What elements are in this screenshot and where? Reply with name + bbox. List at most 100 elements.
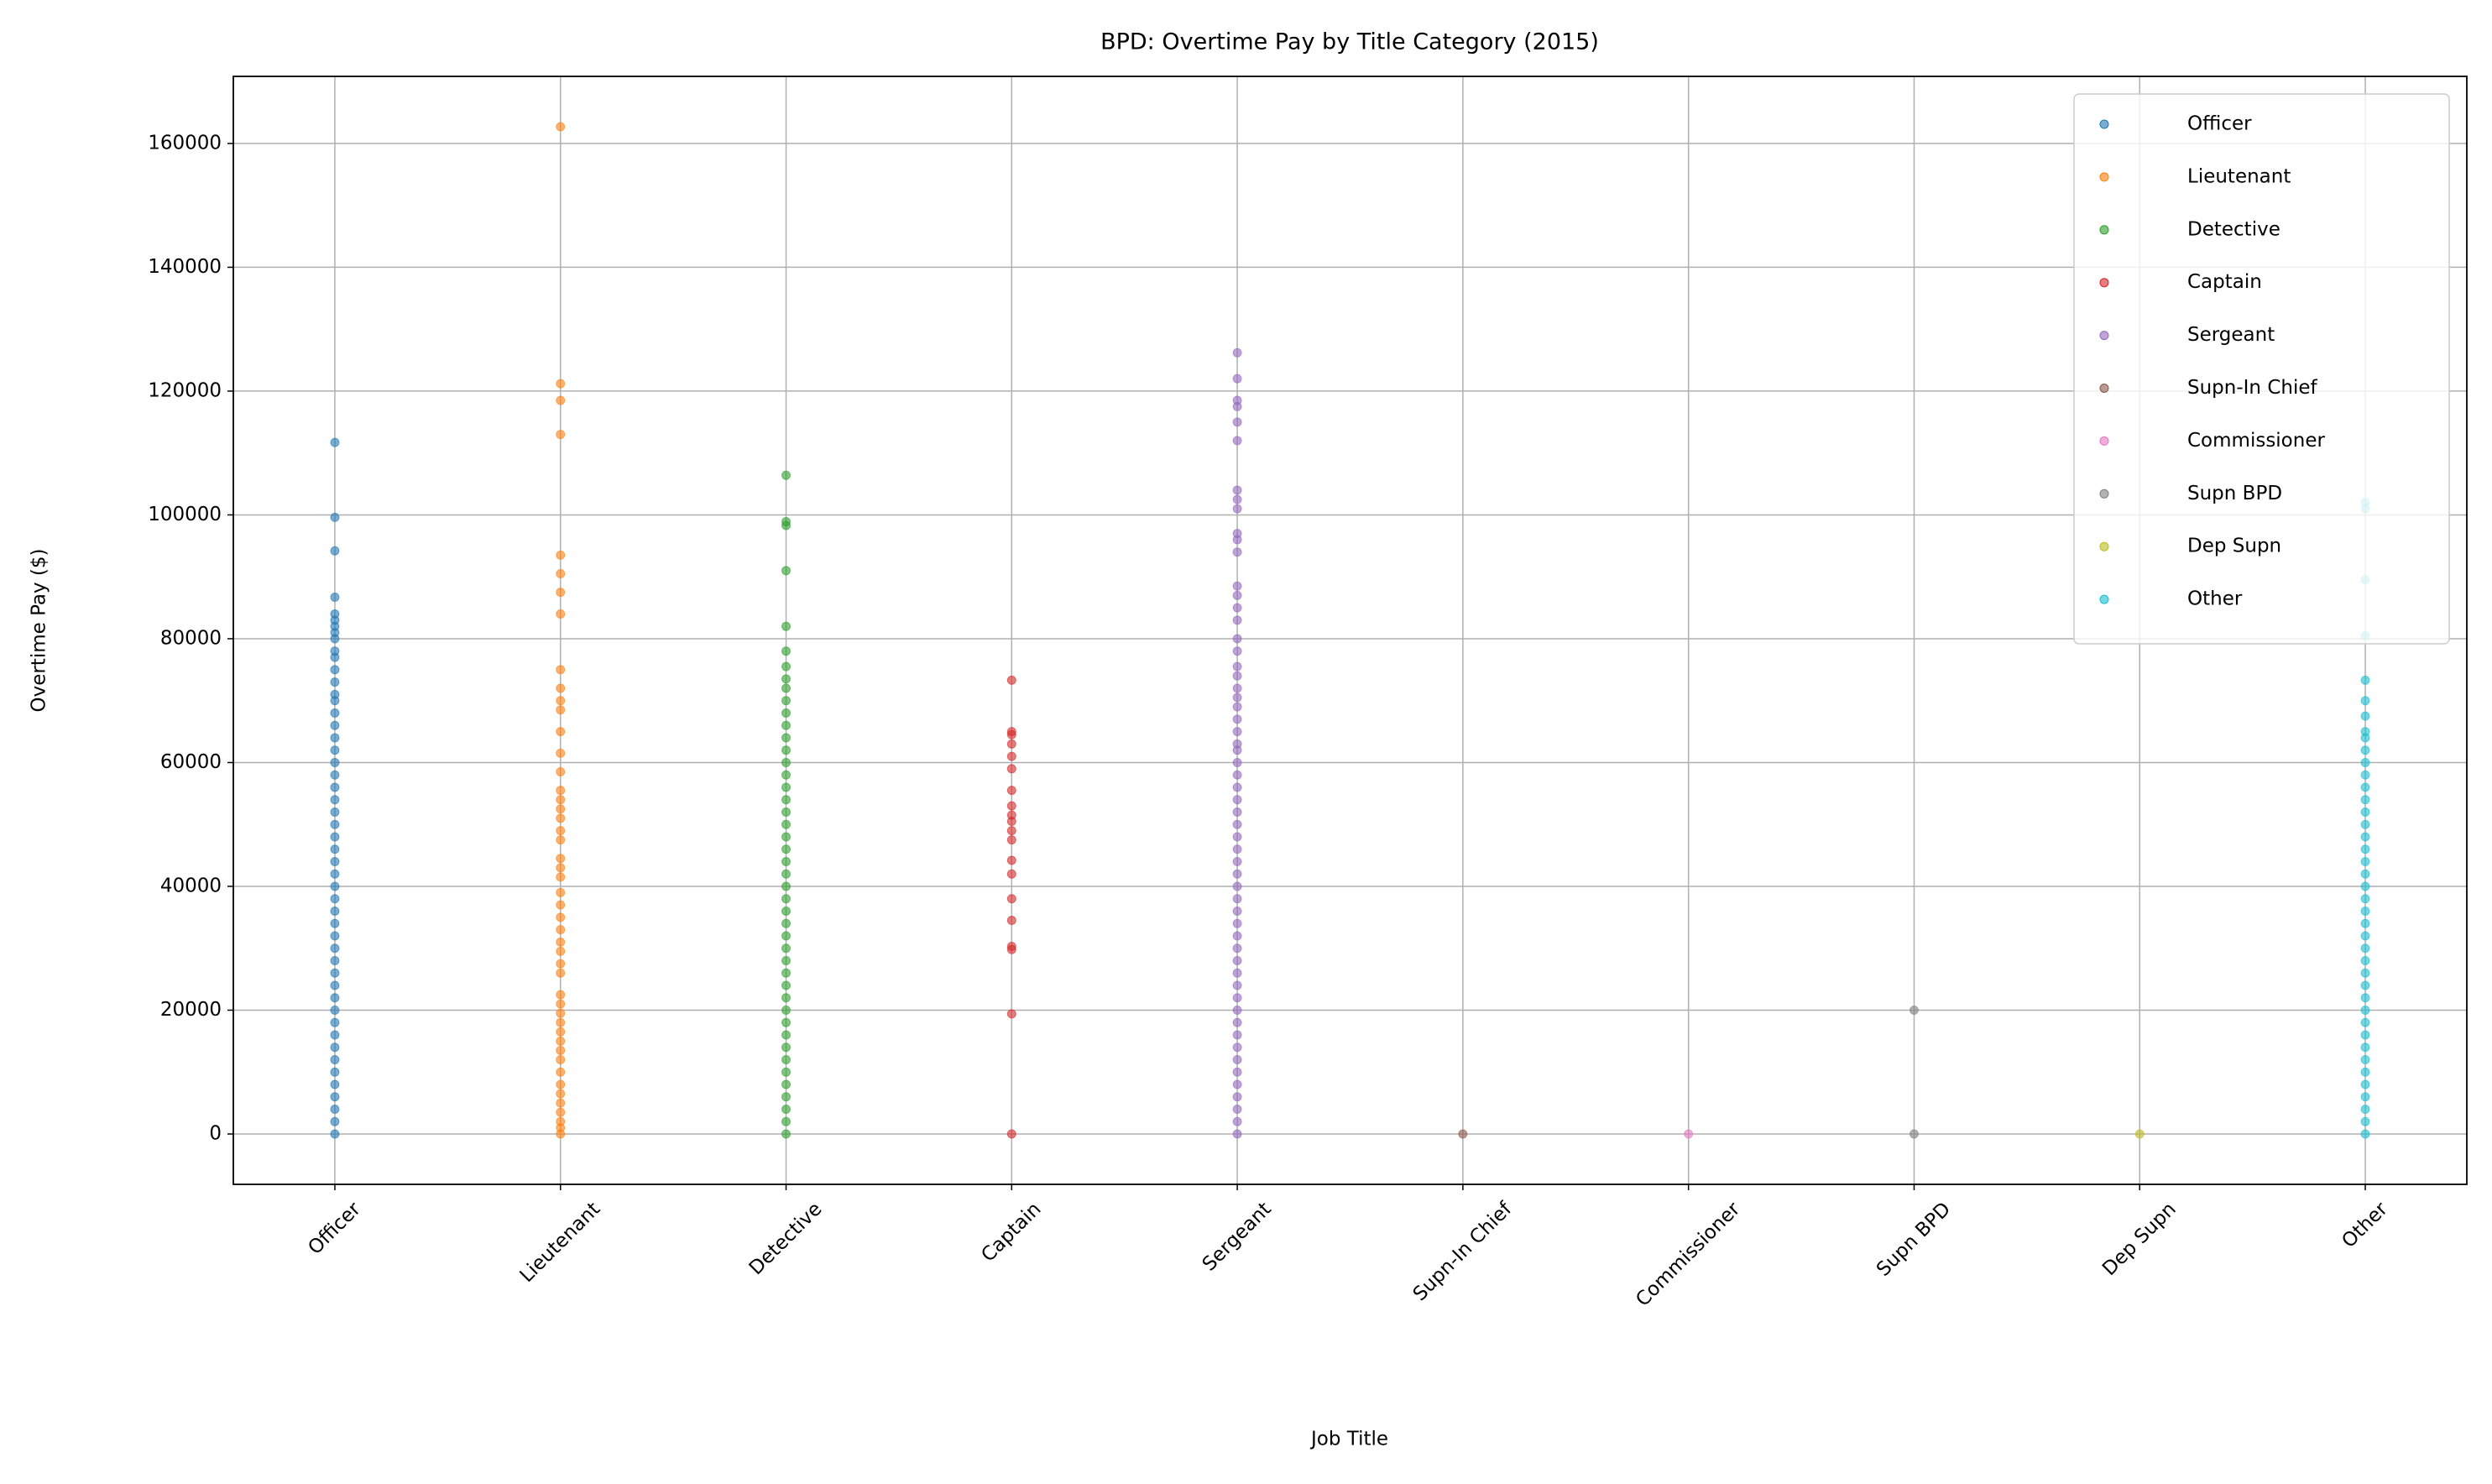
point (1006, 916, 1016, 926)
point (2360, 955, 2370, 965)
point (330, 844, 340, 854)
point (2360, 1042, 2370, 1053)
point (2360, 980, 2370, 990)
y-tick-label: 80000 (160, 627, 222, 649)
point (330, 770, 340, 780)
point (781, 1030, 791, 1040)
point (556, 1054, 566, 1064)
point (2360, 1129, 2370, 1139)
point (2360, 1067, 2370, 1077)
point (556, 804, 566, 814)
point (330, 437, 340, 447)
legend-marker (2099, 384, 2109, 393)
point (556, 959, 566, 969)
point (1232, 980, 1242, 990)
point (1006, 1129, 1016, 1139)
point (556, 1036, 566, 1046)
legend-marker (2099, 172, 2109, 182)
point (556, 854, 566, 864)
legend-marker (2099, 119, 2109, 129)
point (1232, 770, 1242, 780)
point (556, 1107, 566, 1117)
legend-marker (2099, 594, 2109, 604)
point (1006, 727, 1016, 737)
point (2360, 943, 2370, 954)
legend-marker (2099, 331, 2109, 341)
point (556, 609, 566, 619)
point (556, 683, 566, 693)
point (781, 968, 791, 978)
point (1232, 993, 1242, 1003)
point (556, 588, 566, 598)
point (2360, 894, 2370, 904)
point (781, 1067, 791, 1077)
point (2360, 1116, 2370, 1126)
point (2360, 856, 2370, 866)
point (781, 795, 791, 805)
legend-box (2073, 93, 2450, 645)
point (330, 931, 340, 941)
point (1232, 714, 1242, 724)
point (330, 708, 340, 718)
point (556, 550, 566, 560)
point (1232, 1104, 1242, 1114)
point (556, 1089, 566, 1099)
point (330, 1054, 340, 1064)
point (1232, 968, 1242, 978)
legend-label: Detective (2187, 218, 2280, 240)
point (1006, 835, 1016, 845)
point (1232, 819, 1242, 829)
x-tick-label: Detective (745, 1199, 827, 1280)
point (781, 674, 791, 684)
point (330, 1079, 340, 1089)
legend-label: Sergeant (2187, 324, 2275, 346)
point (556, 1067, 566, 1077)
point (1232, 692, 1242, 703)
point (781, 733, 791, 743)
point (1006, 739, 1016, 749)
point (781, 980, 791, 990)
point (556, 430, 566, 440)
point (330, 832, 340, 842)
point (781, 1005, 791, 1015)
point (1458, 1129, 1468, 1139)
point (1232, 943, 1242, 954)
point (1909, 1129, 1919, 1139)
point (330, 609, 340, 619)
point (2360, 1017, 2370, 1027)
y-tick-label: 100000 (148, 504, 222, 525)
point (1232, 581, 1242, 591)
point (1232, 894, 1242, 904)
point (781, 1017, 791, 1027)
point (556, 1008, 566, 1018)
point (1232, 955, 1242, 965)
x-tick-label: Officer (304, 1198, 365, 1259)
point (781, 708, 791, 718)
point (1232, 436, 1242, 446)
point (1909, 1005, 1919, 1015)
point (781, 1042, 791, 1053)
point (330, 720, 340, 730)
legend-marker (2099, 225, 2109, 235)
point (556, 705, 566, 715)
point (556, 395, 566, 405)
point (1232, 1129, 1242, 1139)
x-tick-label: Supn-In Chief (1409, 1198, 1517, 1305)
point (556, 863, 566, 873)
point (781, 1079, 791, 1089)
point (1232, 1042, 1242, 1053)
point (781, 696, 791, 706)
point (781, 869, 791, 879)
point (330, 1104, 340, 1114)
point (330, 1067, 340, 1077)
point (556, 826, 566, 836)
point (781, 931, 791, 941)
point (781, 881, 791, 891)
point (781, 683, 791, 693)
point (556, 727, 566, 737)
legend-label: Supn-In Chief (2187, 377, 2318, 399)
legend-marker (2099, 278, 2109, 288)
point (1232, 795, 1242, 805)
point (330, 782, 340, 792)
point (1232, 1079, 1242, 1089)
